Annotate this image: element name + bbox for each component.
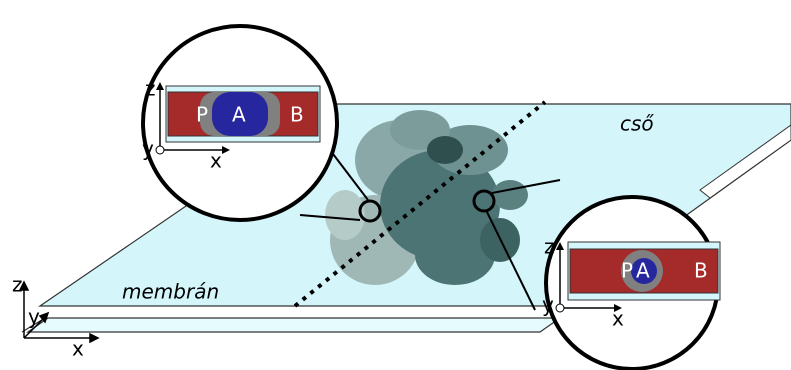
- inset-left: z y x P A B: [142, 26, 337, 220]
- axis-y: y: [28, 305, 40, 329]
- label-p: P: [196, 103, 208, 127]
- membrane-label: membrán: [122, 280, 219, 304]
- label-p: P: [621, 259, 633, 283]
- lower-plate: [28, 318, 560, 332]
- inset-axis-z: z: [544, 235, 555, 259]
- inset-right: z y x P A B: [542, 197, 720, 369]
- inset-axis-x: x: [210, 149, 222, 173]
- axis-z: z: [12, 273, 23, 297]
- inset-axis-y: y: [142, 137, 154, 161]
- label-b: B: [694, 259, 708, 283]
- inset-axis-z: z: [145, 77, 156, 101]
- axis-x: x: [72, 337, 84, 361]
- inset-axis-y: y: [542, 293, 554, 317]
- diagram: membrán cső z y x z y x P A B: [0, 0, 791, 370]
- tube-label: cső: [620, 112, 654, 136]
- inset-axis-x: x: [612, 307, 624, 331]
- label-b: B: [290, 103, 304, 127]
- label-a: A: [232, 103, 246, 127]
- label-a: A: [636, 259, 650, 283]
